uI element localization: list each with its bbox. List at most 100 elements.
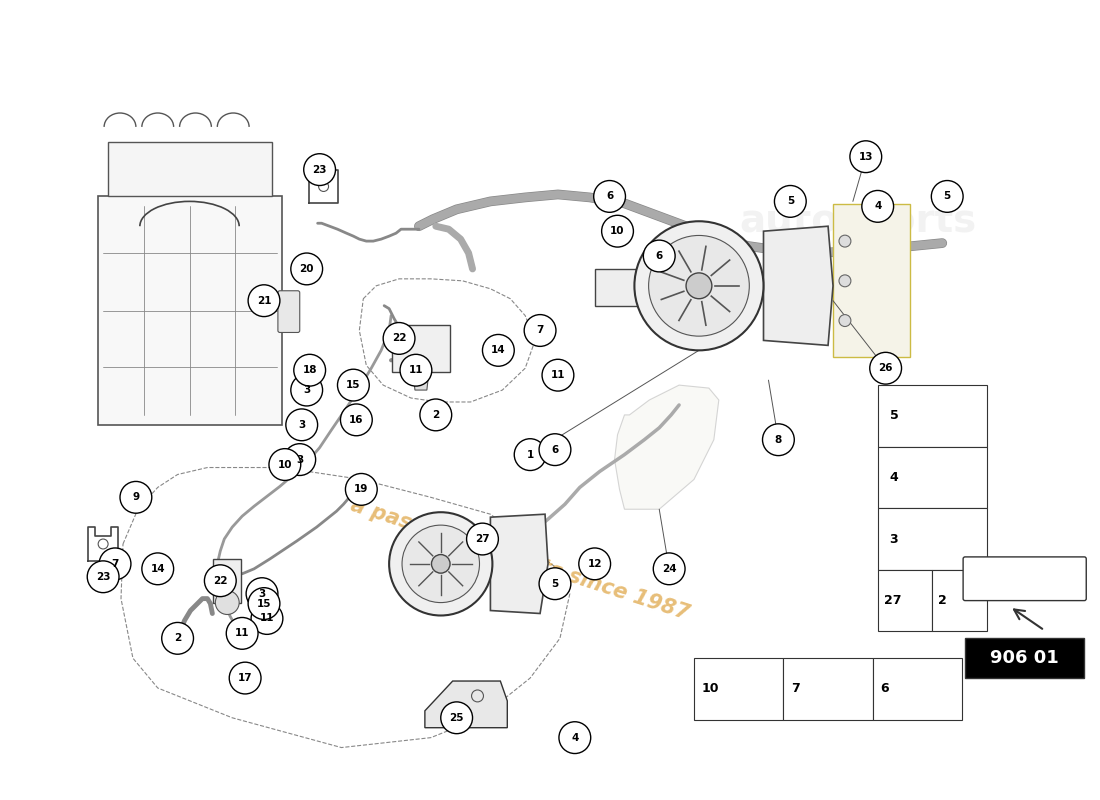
Circle shape	[483, 334, 515, 366]
Text: 23: 23	[96, 572, 110, 582]
Text: 14: 14	[491, 346, 506, 355]
Text: 9: 9	[132, 492, 140, 502]
Text: 25: 25	[450, 713, 464, 722]
Polygon shape	[392, 325, 450, 372]
Circle shape	[594, 181, 626, 212]
FancyBboxPatch shape	[964, 557, 1087, 601]
Circle shape	[216, 590, 239, 614]
Circle shape	[525, 314, 556, 346]
Text: 6: 6	[606, 191, 613, 202]
Text: 7: 7	[111, 559, 119, 569]
Polygon shape	[491, 514, 548, 614]
Text: 15: 15	[346, 380, 361, 390]
Circle shape	[229, 662, 261, 694]
Circle shape	[249, 588, 279, 619]
Circle shape	[870, 352, 902, 384]
Circle shape	[294, 354, 326, 386]
Text: 15: 15	[256, 598, 272, 609]
Text: 27: 27	[475, 534, 490, 544]
Text: 5: 5	[944, 191, 950, 202]
Text: 7: 7	[791, 682, 800, 695]
Text: 11: 11	[409, 366, 424, 375]
Text: 3: 3	[304, 385, 310, 395]
Circle shape	[635, 222, 763, 350]
FancyArrowPatch shape	[1014, 610, 1043, 629]
Text: 13: 13	[858, 152, 873, 162]
Circle shape	[932, 181, 964, 212]
Circle shape	[120, 482, 152, 514]
Text: 6: 6	[656, 251, 663, 261]
Circle shape	[402, 525, 480, 602]
Bar	[878, 385, 987, 446]
Circle shape	[649, 235, 749, 336]
Text: 11: 11	[260, 614, 274, 623]
Text: 27: 27	[883, 594, 901, 607]
Circle shape	[251, 602, 283, 634]
Polygon shape	[98, 197, 282, 425]
Circle shape	[286, 409, 318, 441]
Text: 2: 2	[174, 634, 182, 643]
Text: 19: 19	[354, 484, 368, 494]
Circle shape	[762, 424, 794, 456]
Circle shape	[579, 548, 610, 580]
Text: 26: 26	[879, 363, 893, 374]
Circle shape	[515, 438, 546, 470]
Text: 3: 3	[258, 589, 265, 598]
Text: 4: 4	[571, 733, 579, 742]
Text: 3: 3	[298, 420, 306, 430]
Circle shape	[431, 554, 450, 573]
Circle shape	[87, 561, 119, 593]
Polygon shape	[763, 226, 833, 346]
Circle shape	[142, 553, 174, 585]
Text: 16: 16	[349, 415, 364, 425]
Polygon shape	[425, 681, 507, 728]
Circle shape	[290, 253, 322, 285]
Bar	[965, 638, 1085, 678]
Text: 22: 22	[213, 576, 228, 586]
Circle shape	[270, 449, 300, 481]
Text: 23: 23	[312, 165, 327, 174]
Text: 1: 1	[527, 450, 534, 460]
Circle shape	[539, 434, 571, 466]
Circle shape	[839, 275, 851, 286]
Text: 10: 10	[277, 459, 293, 470]
Circle shape	[400, 354, 432, 386]
Circle shape	[389, 512, 493, 615]
Text: 7: 7	[537, 326, 543, 335]
Text: 3: 3	[890, 533, 899, 546]
Text: 12: 12	[587, 559, 602, 569]
Polygon shape	[213, 559, 241, 602]
Text: 906 01: 906 01	[990, 649, 1059, 667]
Text: 11: 11	[235, 628, 250, 638]
Text: 17: 17	[238, 673, 252, 683]
Text: 18: 18	[302, 366, 317, 375]
Polygon shape	[412, 372, 429, 390]
Polygon shape	[595, 269, 639, 306]
Circle shape	[861, 190, 893, 222]
Polygon shape	[833, 204, 911, 358]
Text: 8: 8	[774, 434, 782, 445]
Circle shape	[539, 568, 571, 600]
Circle shape	[653, 553, 685, 585]
Circle shape	[686, 273, 712, 298]
Circle shape	[602, 215, 634, 247]
Text: 6: 6	[551, 445, 559, 454]
Circle shape	[304, 154, 336, 186]
Circle shape	[284, 444, 316, 475]
Text: 20: 20	[299, 264, 314, 274]
Bar	[933, 570, 987, 631]
Circle shape	[774, 186, 806, 218]
Circle shape	[205, 565, 236, 597]
FancyBboxPatch shape	[278, 290, 299, 333]
Text: a passion for parts since 1987: a passion for parts since 1987	[349, 494, 692, 623]
Circle shape	[341, 404, 372, 436]
Circle shape	[227, 618, 258, 650]
Text: 4: 4	[890, 471, 899, 484]
Circle shape	[290, 374, 322, 406]
Bar	[878, 446, 987, 508]
Circle shape	[383, 322, 415, 354]
Circle shape	[839, 235, 851, 247]
Circle shape	[839, 314, 851, 326]
Text: 6: 6	[881, 682, 889, 695]
Circle shape	[162, 622, 194, 654]
